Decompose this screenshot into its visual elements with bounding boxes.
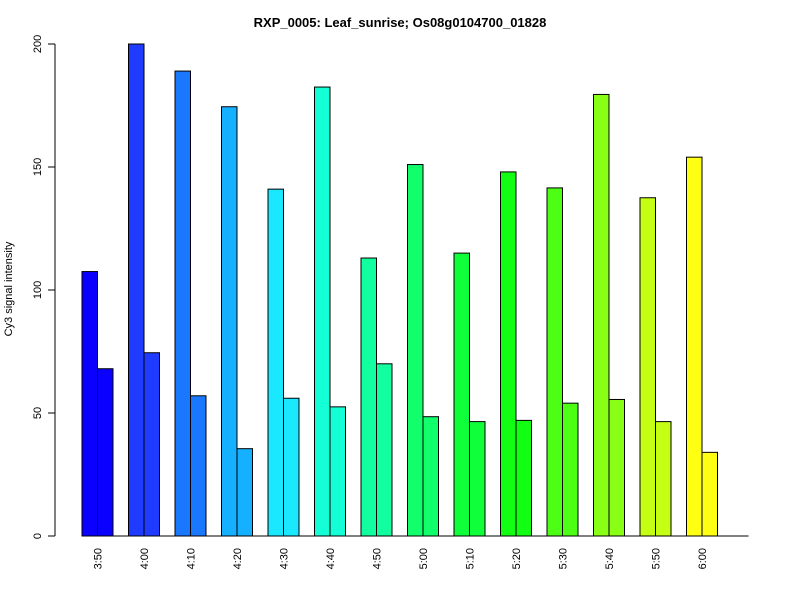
x-tick-label: 4:30 — [279, 548, 291, 569]
x-tick-label: 5:00 — [418, 548, 430, 569]
x-tick-label: 5:40 — [604, 548, 616, 569]
bar-510-series-2 — [469, 421, 486, 537]
bar-520-series-2 — [515, 419, 532, 537]
y-tick-label: 50 — [32, 407, 44, 419]
bar-530-series-1 — [546, 187, 563, 537]
bar-540-series-2 — [608, 398, 625, 537]
y-tick-label: 0 — [32, 533, 44, 539]
bar-430-series-2 — [283, 397, 300, 537]
bar-400-series-1 — [128, 43, 145, 537]
bar-440-series-2 — [329, 406, 346, 537]
x-tick-label: 4:20 — [232, 548, 244, 569]
bar-420-series-1 — [221, 106, 238, 537]
x-tick-label: 3:50 — [93, 548, 105, 569]
bar-440-series-1 — [314, 86, 331, 537]
x-tick-label: 5:30 — [558, 548, 570, 569]
y-axis-label: Cy3 signal intensity — [3, 241, 15, 336]
bar-500-series-2 — [422, 416, 439, 537]
bar-530-series-2 — [562, 402, 579, 537]
bar-520-series-1 — [500, 171, 517, 537]
bar-430-series-1 — [267, 188, 284, 537]
bar-600-series-2 — [701, 451, 718, 537]
x-tick-label: 5:50 — [651, 548, 663, 569]
bar-600-series-1 — [686, 156, 703, 537]
bar-450-series-2 — [376, 363, 393, 537]
bar-420-series-2 — [236, 448, 253, 537]
bar-350-series-2 — [97, 368, 114, 537]
bar-400-series-2 — [143, 352, 160, 537]
bar-550-series-2 — [655, 421, 672, 537]
x-tick-label: 4:00 — [139, 548, 151, 569]
bar-410-series-2 — [190, 395, 207, 537]
x-tick-label: 4:50 — [372, 548, 384, 569]
x-tick-label: 4:40 — [325, 548, 337, 569]
bar-510-series-1 — [453, 252, 470, 537]
x-tick-label: 4:10 — [186, 548, 198, 569]
bars-group — [81, 43, 718, 537]
x-tick-label: 5:10 — [465, 548, 477, 569]
bar-450-series-1 — [360, 257, 377, 537]
bar-350-series-1 — [81, 271, 98, 537]
y-tick-label: 150 — [32, 158, 44, 176]
chart-title: RXP_0005: Leaf_sunrise; Os08g0104700_018… — [254, 15, 547, 30]
x-tick-label: 5:20 — [511, 548, 523, 569]
y-axis: 0 50 100 150 200 — [32, 35, 56, 539]
bar-550-series-1 — [639, 197, 656, 537]
y-tick-label: 100 — [32, 281, 44, 299]
bar-540-series-1 — [593, 93, 610, 537]
x-tick-label: 6:00 — [697, 548, 709, 569]
x-axis: 3:50 4:00 4:10 4:20 4:30 4:40 4:50 5:00 5:10 5:20… — [82, 535, 749, 569]
bar-500-series-1 — [407, 164, 424, 537]
bar-410-series-1 — [174, 70, 191, 537]
y-tick-label: 200 — [32, 35, 44, 53]
